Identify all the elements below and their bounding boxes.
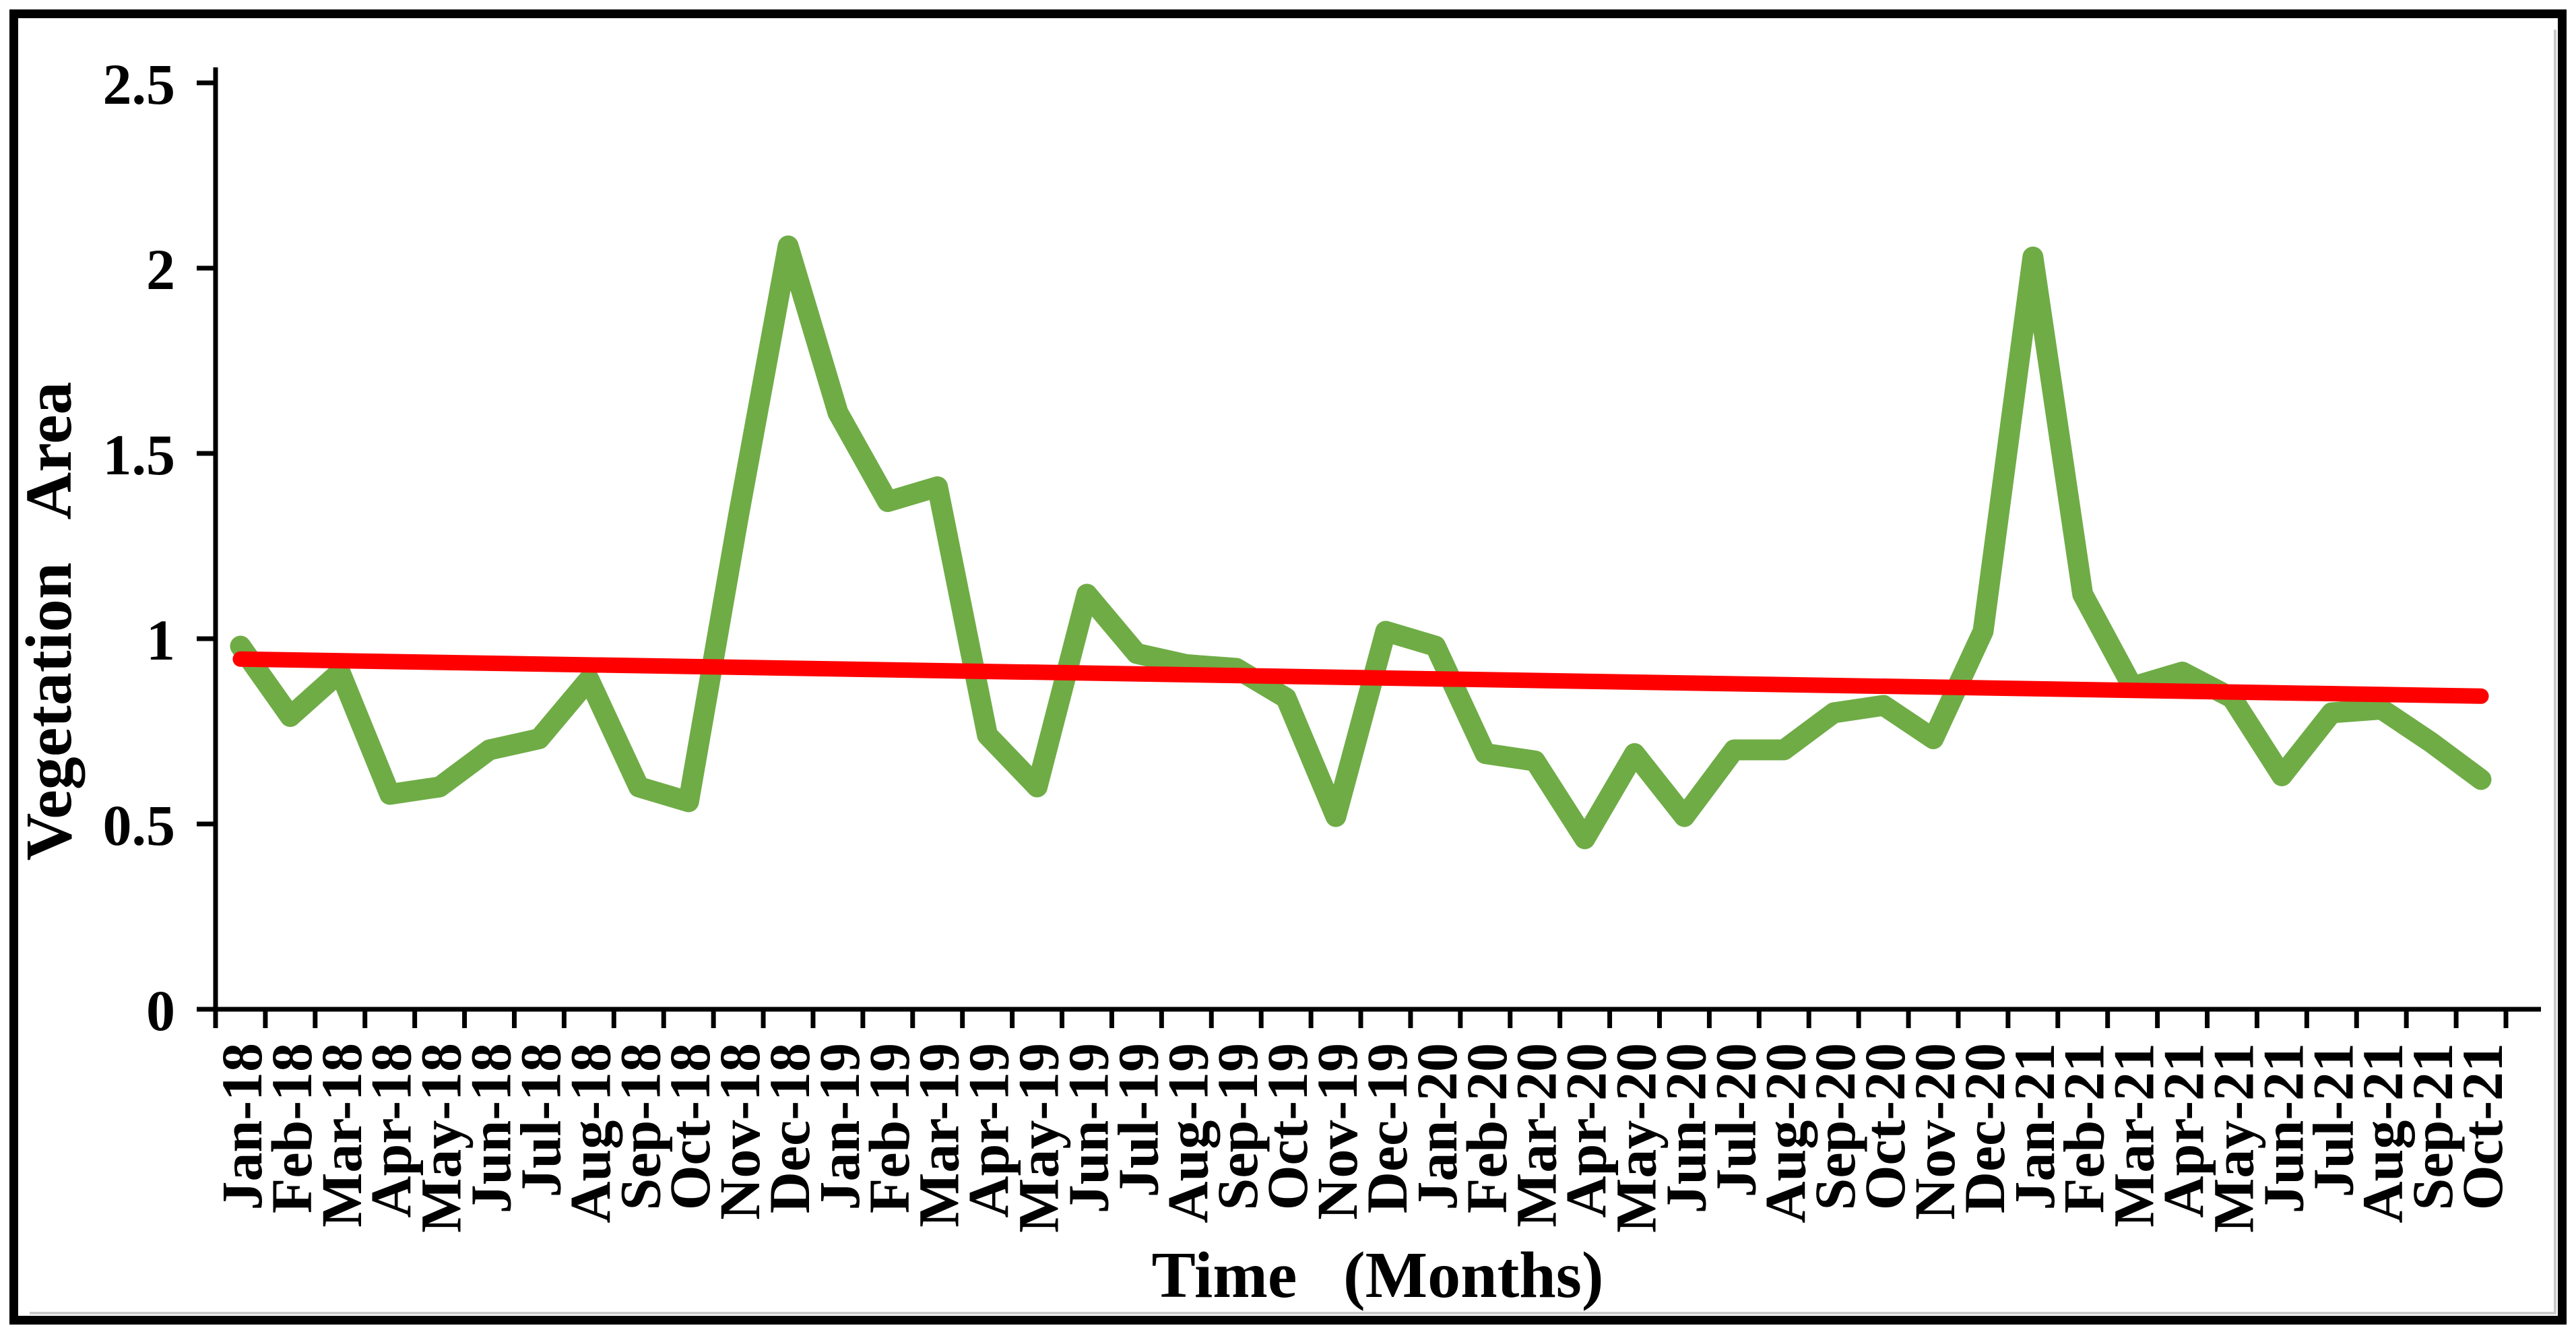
- tick-marks: [197, 80, 2509, 1028]
- x-tick-label: Apr-19: [957, 1043, 1021, 1218]
- x-tick-label: Dec-18: [757, 1043, 822, 1213]
- x-axis-title: Time (Months): [1151, 1239, 1603, 1312]
- figure-border: [9, 9, 2567, 1325]
- x-tick-label: Feb-18: [259, 1043, 324, 1213]
- x-tick-label: Sep-21: [2400, 1043, 2465, 1210]
- x-axis-tick-labels: Jan-18Feb-18Mar-18Apr-18May-18Jun-18Jul-…: [210, 1043, 2515, 1233]
- x-tick-label: Apr-21: [2152, 1043, 2216, 1218]
- x-tick-label: Apr-20: [1554, 1043, 1619, 1218]
- x-tick-label: May-19: [1006, 1043, 1071, 1233]
- x-tick-label: Aug-21: [2350, 1043, 2415, 1224]
- x-tick-label: Jan-21: [2002, 1043, 2067, 1210]
- figure-shadow-right: [2554, 30, 2556, 1314]
- x-tick-label: Oct-21: [2450, 1043, 2515, 1210]
- x-tick-label: Aug-20: [1753, 1043, 1817, 1224]
- x-tick-label: Feb-19: [857, 1043, 922, 1213]
- series-lines: [230, 235, 2492, 850]
- y-tick-label: 0.5: [103, 793, 176, 858]
- x-tick-label: Jun-20: [1653, 1043, 1718, 1213]
- x-tick-label: Jun-19: [1056, 1043, 1120, 1213]
- x-tick-label: Mar-20: [1504, 1043, 1569, 1228]
- x-tick-label: Jul-20: [1703, 1043, 1768, 1197]
- x-tick-label: Oct-18: [657, 1043, 722, 1210]
- x-tick-label: Sep-19: [1205, 1043, 1270, 1210]
- x-tick-label: May-21: [2201, 1043, 2265, 1233]
- x-tick-label: Nov-18: [707, 1043, 772, 1220]
- x-tick-label: Jul-18: [508, 1043, 573, 1197]
- x-tick-label: Jul-19: [1105, 1043, 1170, 1197]
- x-tick-label: May-20: [1604, 1043, 1669, 1233]
- x-tick-label: Oct-20: [1853, 1043, 1917, 1210]
- x-tick-label: Jan-20: [1405, 1043, 1469, 1210]
- x-tick-label: Aug-18: [558, 1043, 622, 1224]
- x-tick-label: Aug-19: [1155, 1043, 1220, 1224]
- figure-shadow-bottom: [30, 1312, 2556, 1314]
- x-tick-label: Nov-19: [1305, 1043, 1370, 1220]
- x-tick-label: Feb-20: [1454, 1043, 1519, 1213]
- y-tick-label: 1: [146, 608, 175, 672]
- x-tick-label: Mar-18: [309, 1043, 374, 1228]
- trend-line: [232, 651, 2489, 704]
- x-tick-label: Mar-21: [2102, 1043, 2166, 1228]
- x-tick-label: Feb-21: [2052, 1043, 2117, 1213]
- y-tick-label: 2: [146, 237, 175, 302]
- x-tick-label: Dec-20: [1952, 1043, 2017, 1213]
- x-tick-label: Jan-18: [210, 1043, 274, 1210]
- y-tick-label: 1.5: [103, 422, 176, 487]
- x-tick-label: Sep-18: [608, 1043, 672, 1210]
- x-tick-label: Jun-18: [459, 1043, 523, 1213]
- x-tick-label: Oct-19: [1255, 1043, 1320, 1210]
- x-tick-label: May-18: [409, 1043, 474, 1233]
- y-tick-label: 2.5: [103, 52, 176, 117]
- x-tick-label: Nov-20: [1902, 1043, 1967, 1220]
- axes: [213, 67, 2541, 1019]
- y-tick-label: 0: [146, 978, 175, 1043]
- x-tick-label: Apr-18: [359, 1043, 424, 1218]
- x-tick-label: Jun-21: [2251, 1043, 2315, 1213]
- y-axis-tick-labels: 0 0.5 1 1.5 2 2.5: [103, 52, 176, 1043]
- x-tick-label: Jul-21: [2300, 1043, 2365, 1197]
- x-tick-label: Sep-20: [1803, 1043, 1867, 1210]
- x-tick-label: Mar-19: [907, 1043, 971, 1228]
- y-axis-title: Vegetation Area: [13, 382, 86, 861]
- x-tick-label: Dec-19: [1355, 1043, 1419, 1213]
- x-tick-label: Jan-19: [807, 1043, 872, 1210]
- vegetation-series-line: [230, 235, 2492, 850]
